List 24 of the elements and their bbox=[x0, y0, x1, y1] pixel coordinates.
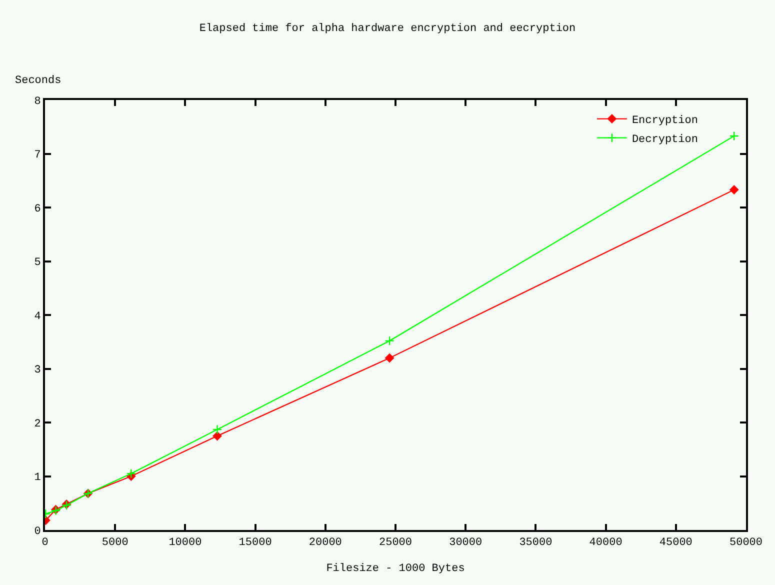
y-tick-label: 7 bbox=[34, 150, 41, 162]
x-tick-label: 35000 bbox=[519, 537, 552, 550]
x-tick-label: 40000 bbox=[589, 537, 622, 550]
y-tick-label: 5 bbox=[34, 257, 41, 270]
legend-label: Encryption bbox=[632, 115, 698, 128]
x-tick-label: 20000 bbox=[308, 537, 342, 550]
y-tick-label: 8 bbox=[34, 96, 41, 108]
y-tick-label: 1 bbox=[34, 472, 42, 484]
chart-title: Elapsed time for alpha hardware encryption and eecryption bbox=[199, 23, 576, 36]
y-axis-title: Seconds bbox=[15, 75, 62, 87]
x-tick-label: 50000 bbox=[729, 537, 763, 550]
y-tick-label: 4 bbox=[34, 310, 42, 323]
x-tick-label: 45000 bbox=[659, 537, 692, 550]
x-tick-label: 15000 bbox=[238, 537, 272, 550]
y-tick-label: 2 bbox=[34, 418, 41, 430]
x-tick-label: 5000 bbox=[102, 537, 128, 550]
y-tick-label: 6 bbox=[34, 203, 41, 216]
y-tick-label: 3 bbox=[34, 364, 41, 377]
y-tick-label: 0 bbox=[34, 526, 41, 538]
x-axis-title: Filesize - 1000 Bytes bbox=[326, 562, 465, 575]
x-tick-label: 30000 bbox=[449, 537, 482, 550]
x-tick-label: 10000 bbox=[168, 537, 202, 550]
x-tick-label: 25000 bbox=[378, 537, 412, 550]
legend-label: Decryption bbox=[632, 134, 698, 146]
